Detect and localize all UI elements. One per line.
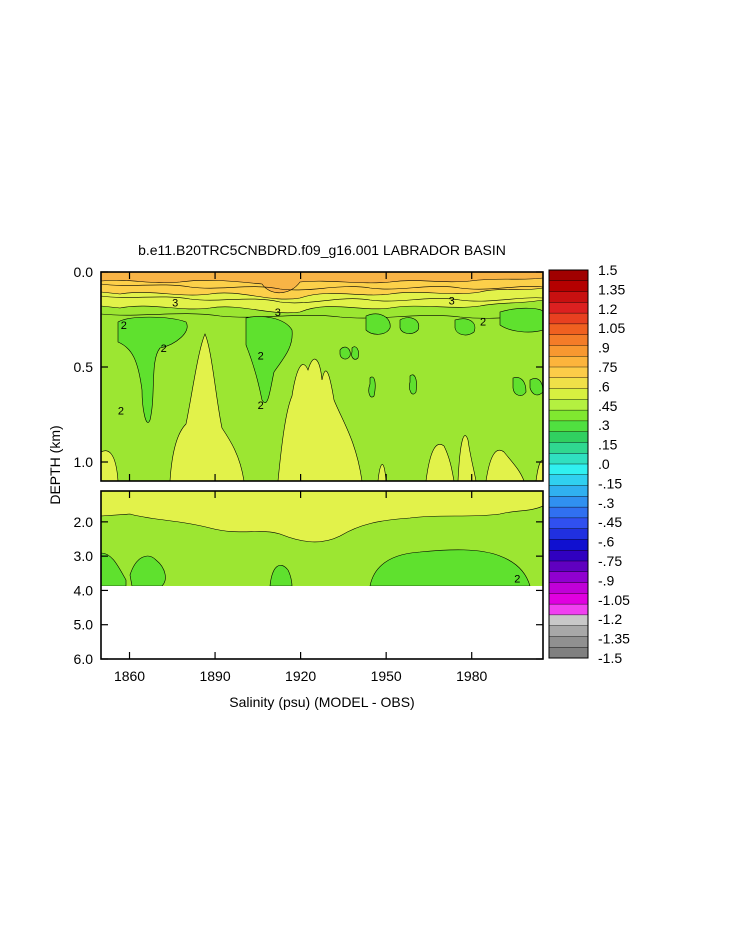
colorbar-label: -1.5 (598, 650, 622, 666)
colorbar-label: .45 (598, 398, 618, 414)
y-tick-label: 6.0 (74, 651, 94, 667)
x-tick-label: 1980 (456, 668, 487, 684)
contour-label: 2 (118, 406, 124, 418)
colorbar-label: -1.2 (598, 611, 622, 627)
colorbar-swatch (548, 334, 589, 346)
surface-contour-lines (101, 283, 543, 319)
colorbar-swatch (548, 463, 589, 476)
colorbar-swatch (548, 420, 589, 433)
colorbar-swatch (548, 302, 589, 314)
y-tick-label: 1.0 (74, 454, 94, 470)
no-data-white (101, 586, 543, 659)
colorbar-swatch (548, 496, 589, 508)
colorbar-swatch (548, 571, 589, 584)
colorbar-label: -.75 (598, 553, 622, 569)
colorbar-label: .3 (598, 417, 610, 433)
negative-patches (117, 307, 543, 423)
colorbar-swatch (548, 539, 589, 551)
colorbar-label: -.6 (598, 534, 615, 550)
colorbar-swatch (548, 506, 589, 519)
colorbar-swatch (548, 323, 589, 336)
x-axis-label: Salinity (psu) (MODEL - OBS) (229, 694, 414, 710)
colorbar-label: -.45 (598, 514, 622, 530)
lower-negative-patches (101, 549, 531, 586)
x-tick-label: 1950 (371, 668, 402, 684)
colorbar-label: -.15 (598, 475, 622, 491)
x-tick-label: 1860 (114, 668, 145, 684)
x-tick-label: 1920 (285, 668, 316, 684)
colorbar-label: 1.35 (598, 281, 625, 297)
contour-label: 2 (258, 400, 264, 412)
colorbar-label: 1.5 (598, 262, 618, 278)
y-tick-label: 0.0 (74, 264, 94, 280)
colorbar-label: .15 (598, 437, 618, 453)
colorbar-label: .6 (598, 378, 610, 394)
colorbar-swatch (548, 356, 589, 368)
colorbar-swatch (548, 366, 589, 379)
colorbar-swatch (548, 280, 589, 293)
contour-label: 2 (514, 573, 520, 585)
surface-peak-band (101, 272, 543, 294)
colorbar-label: -1.35 (598, 631, 630, 647)
colorbar-swatch (548, 442, 589, 454)
colorbar-label: 1.2 (598, 301, 618, 317)
colorbar-swatch (548, 647, 589, 659)
contour-label: 2 (161, 343, 167, 355)
colorbar-swatch (548, 636, 589, 648)
lower-positive-layer (101, 491, 543, 543)
upper-panel-frame (100, 271, 544, 482)
contour-label: 2 (480, 316, 486, 328)
colorbar-label: 1.05 (598, 320, 625, 336)
colorbar-swatch (548, 377, 589, 390)
colorbar-swatch (548, 474, 589, 487)
colorbar (548, 269, 589, 659)
colorbar-swatch (548, 312, 589, 325)
colorbar-swatch (548, 291, 589, 303)
contour-label: 2 (121, 320, 127, 332)
colorbar-swatch (548, 625, 589, 637)
colorbar-swatch (548, 399, 589, 411)
colorbar-swatch (548, 550, 589, 562)
y-axis-label: DEPTH (km) (47, 425, 63, 504)
colorbar-swatch (548, 528, 589, 540)
colorbar-label: -.3 (598, 495, 615, 511)
y-tick-label: 0.5 (74, 359, 94, 375)
y-tick-label: 5.0 (74, 617, 94, 633)
colorbar-swatch (548, 517, 589, 530)
contour-label: 2 (258, 351, 264, 363)
colorbar-swatch (548, 485, 589, 497)
y-tick-label: 4.0 (74, 582, 94, 598)
lower-panel-frame (100, 490, 544, 660)
upper-panel: 3 3 3 2 2 2 2 2 2 (101, 272, 543, 481)
colorbar-swatch (548, 431, 589, 443)
colorbar-swatch (548, 388, 589, 400)
y-tick-label: 2.0 (74, 514, 94, 530)
colorbar-swatch (548, 582, 589, 594)
colorbar-swatch (548, 603, 589, 616)
colorbar-swatch (548, 409, 589, 422)
y-tick-label: 3.0 (74, 548, 94, 564)
chart-title: b.e11.B20TRC5CNBDRD.f09_g16.001 LABRADOR… (138, 242, 506, 258)
colorbar-label: .0 (598, 456, 610, 472)
positive-columns (101, 333, 543, 481)
lower-panel: 2 (101, 491, 543, 586)
contour-label: 3 (275, 307, 281, 319)
contour-label: 3 (172, 297, 178, 309)
colorbar-label: .75 (598, 359, 618, 375)
colorbar-swatch (548, 560, 589, 573)
colorbar-label: .9 (598, 340, 610, 356)
colorbar-frame (548, 269, 589, 659)
colorbar-label: -.9 (598, 572, 615, 588)
colorbar-swatch (548, 593, 589, 605)
contour-label: 3 (449, 296, 455, 308)
colorbar-label: -1.05 (598, 592, 630, 608)
colorbar-swatch (548, 614, 589, 627)
colorbar-swatch (548, 453, 589, 465)
colorbar-swatch (548, 269, 589, 282)
colorbar-swatch (548, 345, 589, 357)
x-tick-label: 1890 (199, 668, 230, 684)
